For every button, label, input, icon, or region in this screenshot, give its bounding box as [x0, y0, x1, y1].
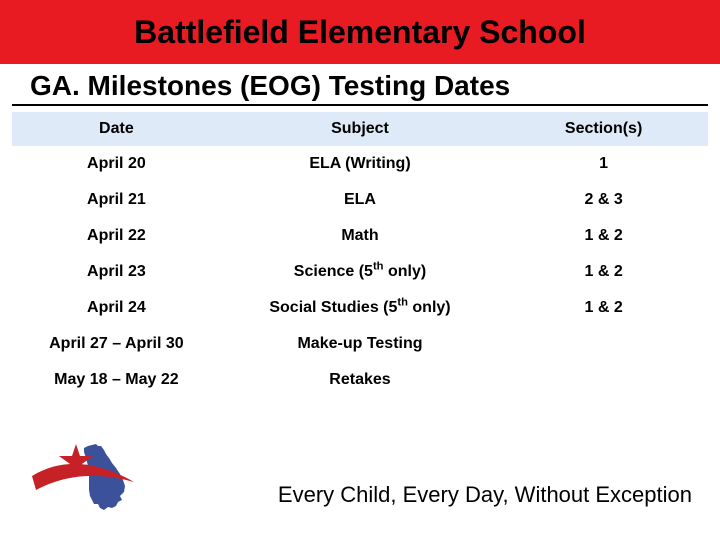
cell-subject: Social Studies (5th only)	[221, 290, 499, 326]
cell-sections	[499, 362, 708, 398]
table-header-subject: Subject	[221, 112, 499, 146]
cell-subject: Math	[221, 218, 499, 254]
cell-date: April 20	[12, 146, 221, 182]
cell-subject-pre: Science (5	[294, 263, 373, 280]
table-row: April 24Social Studies (5th only)1 & 2	[12, 290, 708, 326]
cell-date: April 22	[12, 218, 221, 254]
cell-sections: 1	[499, 146, 708, 182]
table-header-date: Date	[12, 112, 221, 146]
cell-date: May 18 – May 22	[12, 362, 221, 398]
cell-subject: Make-up Testing	[221, 326, 499, 362]
testing-dates-table: Date Subject Section(s) April 20ELA (Wri…	[12, 112, 708, 398]
table-body: Date Subject Section(s) April 20ELA (Wri…	[12, 112, 708, 398]
table-row: April 21ELA2 & 3	[12, 182, 708, 218]
cell-date: April 23	[12, 254, 221, 290]
table-row: April 20ELA (Writing)1	[12, 146, 708, 182]
table-header-sections: Section(s)	[499, 112, 708, 146]
subtitle: GA. Milestones (EOG) Testing Dates	[12, 64, 708, 106]
logo-georgia-star	[26, 438, 146, 518]
table-header-row: Date Subject Section(s)	[12, 112, 708, 146]
table-row: April 23Science (5th only)1 & 2	[12, 254, 708, 290]
table-row: April 27 – April 30Make-up Testing	[12, 326, 708, 362]
cell-subject-post: only)	[384, 263, 427, 280]
cell-date: April 24	[12, 290, 221, 326]
cell-sections: 1 & 2	[499, 218, 708, 254]
cell-sections: 1 & 2	[499, 290, 708, 326]
title-bar: Battlefield Elementary School	[0, 0, 720, 64]
subtitle-text: GA. Milestones (EOG) Testing Dates	[30, 70, 510, 101]
cell-subject: Retakes	[221, 362, 499, 398]
georgia-star-swoosh-icon	[26, 438, 146, 518]
cell-subject-sup: th	[397, 297, 408, 309]
cell-sections: 2 & 3	[499, 182, 708, 218]
table-row: May 18 – May 22Retakes	[12, 362, 708, 398]
cell-sections: 1 & 2	[499, 254, 708, 290]
cell-date: April 27 – April 30	[12, 326, 221, 362]
cell-subject-post: only)	[408, 299, 451, 316]
cell-subject: ELA (Writing)	[221, 146, 499, 182]
cell-sections	[499, 326, 708, 362]
cell-subject: Science (5th only)	[221, 254, 499, 290]
title-bar-text: Battlefield Elementary School	[134, 14, 586, 51]
tagline-text: Every Child, Every Day, Without Exceptio…	[278, 482, 692, 507]
cell-subject: ELA	[221, 182, 499, 218]
cell-subject-sup: th	[373, 261, 384, 273]
cell-subject-pre: Social Studies (5	[269, 299, 397, 316]
tagline: Every Child, Every Day, Without Exceptio…	[278, 482, 692, 508]
table-row: April 22Math1 & 2	[12, 218, 708, 254]
cell-date: April 21	[12, 182, 221, 218]
